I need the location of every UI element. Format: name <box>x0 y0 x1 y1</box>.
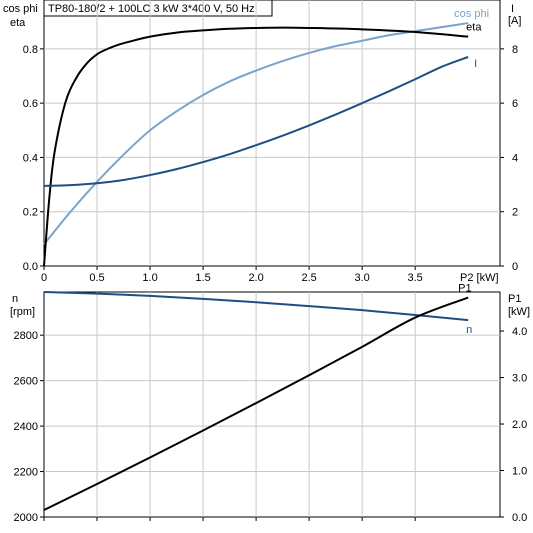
y-left-tick-label: 2400 <box>14 421 38 433</box>
y-right-tick-label: 4.0 <box>512 326 527 338</box>
bottom-plot-frame <box>43 291 501 518</box>
y-right-tick-label: 1.0 <box>512 466 527 478</box>
y-left-tick-label: 0.0 <box>23 261 38 273</box>
y-right-tick-label: 4 <box>512 152 518 164</box>
bottom-right-ylabel-1: P1 <box>508 293 521 305</box>
x-tick-label: 1.5 <box>195 272 210 284</box>
y-right-tick-label: 8 <box>512 44 518 56</box>
bottom-right-ylabel-2: [kW] <box>508 306 530 318</box>
chart-title: TP80-180/2 + 100LC 3 kW 3*400 V, 50 Hz <box>48 3 255 15</box>
y-right-tick-label: 2.0 <box>512 419 527 431</box>
y-right-tick-label: 0.0 <box>512 512 527 524</box>
top-right-ylabel-1: I <box>511 3 514 15</box>
top-xlabel: P2 [kW] <box>460 272 499 284</box>
title-box <box>43 0 273 17</box>
series-line-n <box>43 291 469 322</box>
series-label-i: I <box>474 58 477 70</box>
x-tick-label: 2.5 <box>301 272 316 284</box>
y-right-tick-label: 0 <box>512 261 518 273</box>
bottom-left-ylabel-2: [rpm] <box>10 306 35 318</box>
y-left-tick-label: 2200 <box>14 467 38 479</box>
y-left-tick-label: 0.4 <box>23 152 38 164</box>
y-right-tick-label: 2 <box>512 207 518 219</box>
bottom-left-ylabel-1: n <box>12 293 18 305</box>
x-tick-label: 1.0 <box>142 272 157 284</box>
y-right-tick-label: 3.0 <box>512 373 527 385</box>
y-left-tick-label: 2000 <box>14 512 38 524</box>
series-line-i <box>43 56 469 187</box>
series-label-p1: P1 <box>458 283 471 295</box>
top-right-ylabel-2: [A] <box>508 15 521 27</box>
y-left-tick-label: 2800 <box>14 330 38 342</box>
y-left-tick-label: 0.8 <box>23 44 38 56</box>
y-left-tick-label: 2600 <box>14 376 38 388</box>
series-line-eta <box>43 26 469 267</box>
x-tick-label: 3.5 <box>408 272 423 284</box>
x-tick-label: 2.0 <box>248 272 263 284</box>
top-left-ylabel-1: cos phi <box>3 3 38 15</box>
series-line-p1 <box>43 296 469 511</box>
top-plot-frame <box>43 0 501 267</box>
series-label-eta: eta <box>466 22 482 34</box>
y-left-tick-label: 0.2 <box>23 207 38 219</box>
y-right-tick-label: 6 <box>512 98 518 110</box>
y-left-tick-label: 0.6 <box>23 98 38 110</box>
series-label-n: n <box>466 324 472 336</box>
x-tick-label: 0 <box>41 272 47 284</box>
x-tick-label: 0.5 <box>89 272 104 284</box>
series-label-cos-phi: cos phi <box>454 8 489 20</box>
top-left-ylabel-2: eta <box>10 17 26 29</box>
x-tick-label: 3.0 <box>354 272 369 284</box>
series-line-cos-phi <box>43 22 469 245</box>
